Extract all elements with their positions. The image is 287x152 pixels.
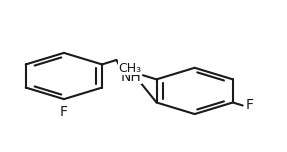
Text: CH₃: CH₃ — [119, 62, 141, 74]
Text: F: F — [60, 105, 68, 119]
Text: NH: NH — [120, 70, 141, 84]
Text: F: F — [245, 98, 253, 112]
